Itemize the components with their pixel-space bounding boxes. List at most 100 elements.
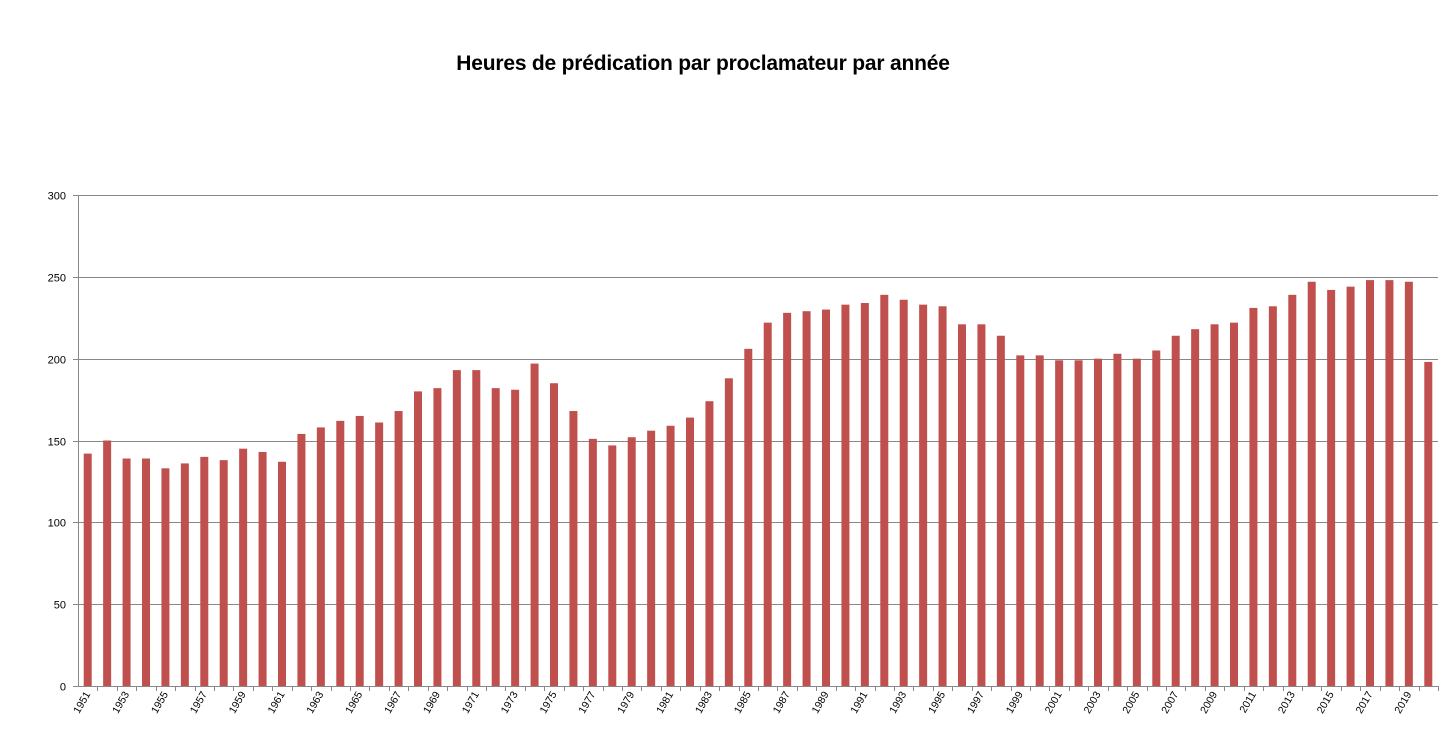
bar	[1424, 361, 1433, 686]
bar	[802, 311, 811, 686]
bar	[958, 324, 966, 686]
x-tick-label: 1953	[110, 689, 132, 715]
x-tick-label: 1977	[576, 689, 598, 715]
bar	[1230, 322, 1238, 686]
bar	[511, 389, 520, 686]
x-tick-label: 2009	[1198, 689, 1220, 715]
bar	[219, 460, 228, 686]
x-tick-label: 1961	[266, 689, 288, 715]
bar	[355, 415, 364, 686]
bar	[530, 363, 539, 686]
bar	[724, 378, 733, 686]
x-tick-label: 1957	[188, 689, 210, 715]
x-tick-label: 1973	[499, 689, 521, 715]
bar	[996, 335, 1005, 686]
bar	[239, 448, 248, 686]
bars	[83, 280, 1433, 686]
bar	[783, 312, 792, 686]
bar	[472, 370, 481, 686]
x-tick-label: 2013	[1276, 689, 1298, 715]
bar	[414, 391, 422, 686]
bar	[375, 422, 384, 686]
bar	[666, 425, 675, 686]
bar	[1132, 358, 1141, 686]
bar	[1307, 281, 1316, 686]
bar	[336, 420, 345, 686]
bar	[880, 294, 889, 686]
y-tick-label: 50	[54, 600, 66, 612]
bar	[1404, 281, 1413, 686]
bar	[608, 445, 617, 686]
bar	[822, 309, 830, 686]
bar	[1210, 324, 1219, 686]
bar	[627, 437, 636, 686]
bar	[1268, 306, 1277, 686]
x-tick-labels: 1951 1953 1955 1957 1959 1961 1963 1965 1967 1969…	[71, 689, 1414, 715]
x-tick-label: 1963	[304, 689, 326, 715]
y-tick-label: 200	[48, 355, 66, 367]
x-tick-label: 1997	[965, 689, 987, 715]
x-tick-label: 2005	[1120, 689, 1142, 715]
x-tick-label: 1951	[71, 689, 93, 715]
y-tick-label: 250	[48, 273, 66, 285]
x-tick-label: 2007	[1159, 689, 1181, 715]
bar	[394, 411, 403, 686]
bar	[1094, 358, 1102, 686]
x-tick-label: 2001	[1043, 689, 1065, 715]
bar	[1288, 294, 1297, 686]
x-tick-label: 1989	[810, 689, 832, 715]
bar	[550, 383, 558, 686]
x-tick-label: 1965	[343, 689, 365, 715]
x-tick-label: 2015	[1315, 689, 1337, 715]
x-tick-label: 2019	[1392, 689, 1414, 715]
y-tick-labels: 0 50 100 150 200 250 300	[48, 191, 66, 694]
bar	[316, 427, 325, 686]
bar	[83, 453, 92, 686]
bar	[452, 370, 461, 686]
bar	[433, 388, 442, 686]
bar	[258, 451, 267, 686]
bar	[938, 306, 947, 686]
bar	[1113, 353, 1122, 686]
y-tick-label: 150	[48, 437, 66, 449]
x-tick-label: 1981	[654, 689, 676, 715]
x-tick-label: 1995	[926, 689, 948, 715]
bar	[841, 304, 850, 686]
bar	[744, 348, 753, 686]
x-tick-label: 1979	[615, 689, 637, 715]
bar	[1171, 335, 1180, 686]
bar	[1327, 289, 1336, 686]
bar	[491, 388, 500, 686]
bar	[763, 322, 772, 686]
axes	[73, 195, 1439, 691]
y-tick-label: 0	[60, 682, 66, 694]
bar	[977, 324, 986, 686]
bar	[919, 304, 928, 686]
bar	[200, 456, 209, 686]
bar	[1016, 355, 1025, 686]
bar	[1152, 350, 1161, 686]
x-tick-label: 1971	[460, 689, 482, 715]
bar	[180, 463, 189, 686]
bar	[1346, 286, 1355, 686]
bar	[297, 433, 306, 686]
x-tick-label: 2017	[1354, 689, 1376, 715]
bar	[1385, 280, 1394, 686]
bar	[1074, 360, 1083, 686]
y-tick-label: 300	[48, 191, 66, 203]
bar	[1366, 280, 1374, 686]
bar	[860, 303, 869, 686]
x-tick-label: 1975	[538, 689, 560, 715]
x-tick-label: 1985	[732, 689, 754, 715]
x-tick-label: 2011	[1237, 689, 1259, 715]
chart-title: Heures de prédication par proclamateur p…	[456, 52, 950, 75]
y-tick-label: 100	[48, 518, 66, 530]
bar	[122, 458, 131, 686]
bar	[142, 458, 150, 686]
bar	[161, 468, 170, 686]
x-tick-label: 1993	[887, 689, 909, 715]
bar	[103, 440, 112, 686]
bar	[705, 401, 714, 686]
x-tick-label: 1991	[848, 689, 870, 715]
